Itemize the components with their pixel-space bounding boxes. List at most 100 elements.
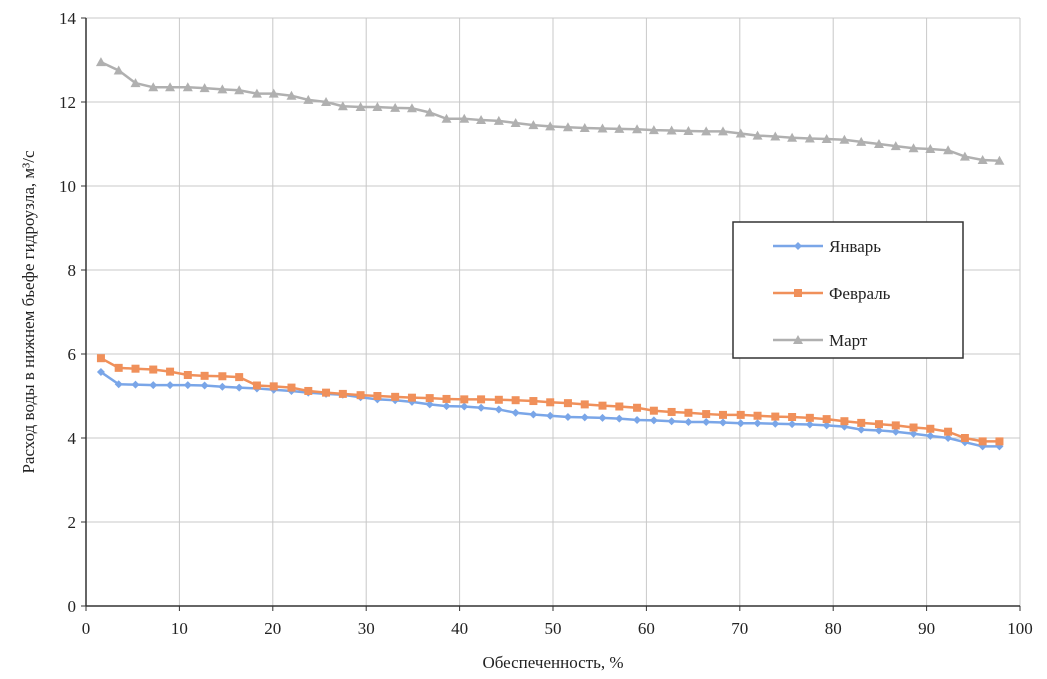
y-axis-label: Расход воды в нижнем бьефе гидроузла, м³… — [19, 150, 38, 474]
point — [909, 429, 918, 438]
point — [511, 396, 520, 405]
point — [477, 403, 486, 412]
point — [424, 107, 435, 117]
point — [322, 388, 331, 397]
x-tick-label: 60 — [638, 619, 655, 638]
point — [563, 413, 572, 421]
legend-label: Январь — [829, 237, 881, 256]
point — [494, 395, 503, 404]
point — [269, 382, 278, 391]
point — [788, 420, 797, 429]
point — [406, 103, 417, 113]
point — [372, 102, 383, 112]
point — [130, 78, 141, 88]
point — [684, 418, 693, 427]
point — [476, 115, 487, 125]
point — [149, 381, 158, 390]
point — [736, 410, 745, 419]
point — [666, 125, 677, 135]
point — [874, 420, 883, 429]
x-tick-label: 40 — [451, 619, 468, 638]
point — [131, 380, 140, 389]
point — [545, 121, 556, 131]
point — [821, 133, 832, 143]
point — [511, 408, 520, 417]
point — [840, 417, 849, 426]
point — [702, 410, 711, 419]
point — [287, 383, 296, 392]
point — [822, 415, 831, 424]
point — [597, 123, 608, 133]
point — [891, 421, 900, 430]
point — [96, 354, 105, 363]
point — [441, 113, 452, 123]
point — [425, 400, 434, 409]
point — [909, 423, 918, 432]
point — [804, 133, 815, 143]
y-tick-label: 8 — [68, 261, 77, 280]
point — [771, 419, 780, 428]
y-tick-label: 4 — [68, 429, 77, 448]
point — [735, 128, 746, 138]
point — [391, 392, 400, 401]
point — [493, 115, 504, 125]
legend-label: Февраль — [829, 284, 891, 303]
point — [95, 57, 106, 67]
point — [944, 427, 953, 436]
point — [995, 437, 1004, 446]
point — [615, 414, 624, 423]
point — [563, 399, 572, 408]
point — [494, 405, 503, 414]
point — [131, 364, 140, 373]
point — [252, 381, 261, 390]
point — [770, 131, 781, 141]
point — [251, 88, 262, 98]
y-tick-label: 14 — [59, 9, 77, 28]
point — [598, 401, 607, 410]
point — [529, 397, 538, 406]
point — [546, 398, 555, 407]
point — [148, 82, 159, 92]
point — [200, 371, 209, 380]
y-tick-label: 12 — [59, 93, 76, 112]
point — [926, 431, 935, 440]
point — [960, 434, 969, 442]
point — [787, 132, 798, 142]
x-tick-label: 20 — [264, 619, 281, 638]
series-line — [100, 371, 1000, 448]
point — [113, 65, 124, 75]
point — [217, 84, 228, 94]
point — [598, 413, 607, 422]
point — [633, 403, 642, 412]
point — [460, 395, 469, 404]
point — [546, 411, 555, 420]
point — [166, 367, 175, 376]
legend-marker — [794, 242, 802, 250]
point — [165, 82, 176, 92]
point — [510, 118, 521, 127]
point — [529, 410, 538, 419]
point — [114, 380, 123, 389]
point — [580, 413, 589, 422]
x-tick-label: 50 — [545, 619, 562, 638]
point — [925, 144, 936, 154]
point — [717, 126, 728, 136]
point — [356, 391, 365, 400]
point — [614, 123, 625, 133]
point — [959, 151, 970, 161]
point — [822, 421, 831, 430]
point — [218, 382, 227, 391]
point — [701, 126, 712, 136]
point — [683, 125, 694, 135]
point — [718, 410, 727, 419]
point — [235, 373, 244, 382]
point — [562, 122, 573, 132]
point — [166, 381, 175, 390]
point — [977, 154, 988, 164]
point — [633, 415, 642, 424]
y-tick-label: 0 — [68, 597, 77, 616]
point — [978, 437, 987, 446]
point — [337, 101, 348, 111]
point — [926, 424, 935, 433]
